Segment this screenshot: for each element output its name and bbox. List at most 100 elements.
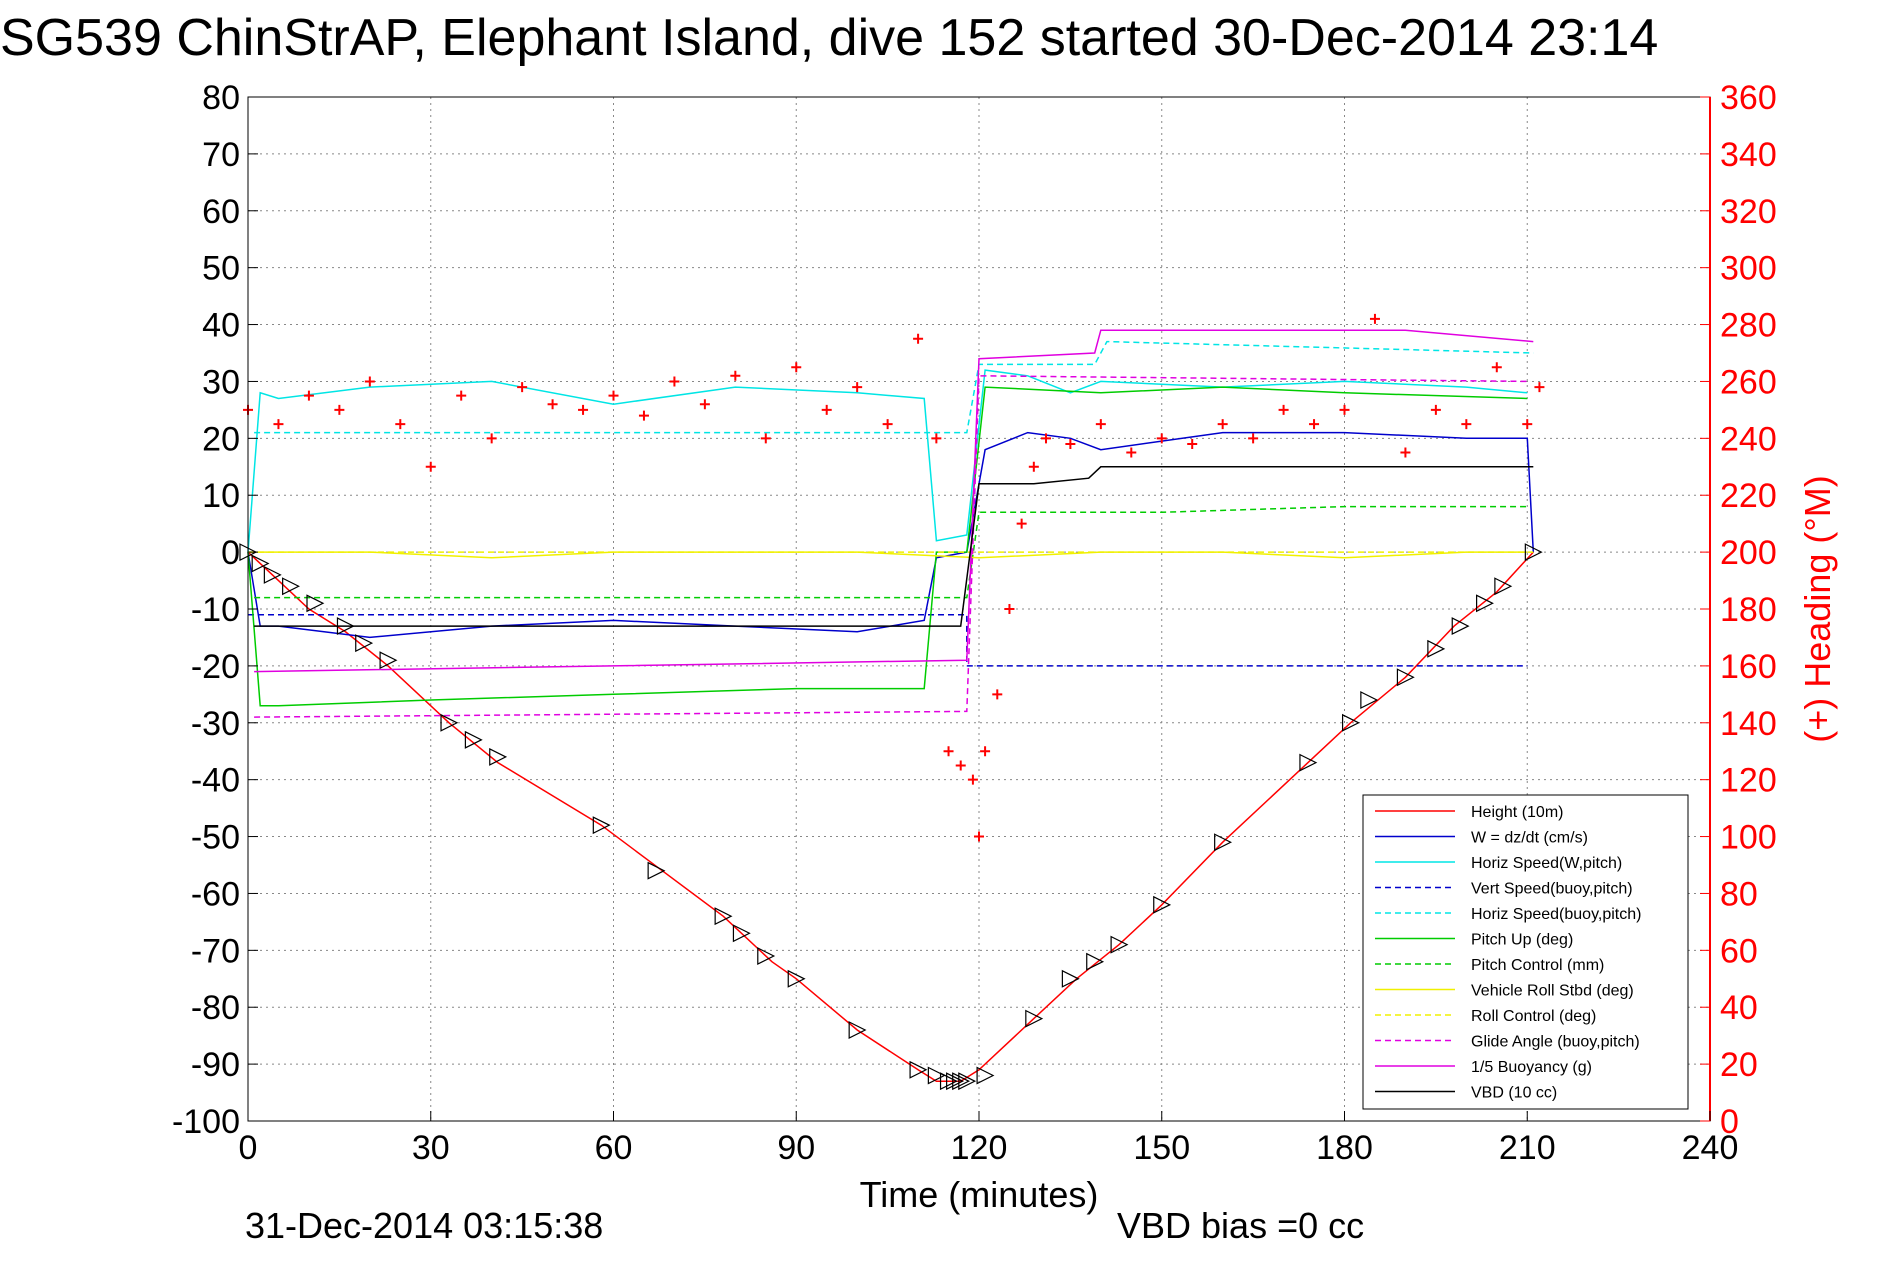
y-tick-label: 40	[202, 307, 240, 345]
heading-point	[486, 433, 497, 444]
depth-marker	[355, 634, 374, 653]
x-tick-label: 240	[1682, 1129, 1739, 1167]
y-tick-label: -20	[191, 648, 240, 686]
depth-marker	[306, 594, 325, 613]
y-tick-label: -90	[191, 1046, 240, 1084]
depth-marker	[787, 969, 806, 988]
y-axis-right-label: (+) Heading (°M)	[1797, 475, 1838, 742]
footer-timestamp: 31-Dec-2014 03:15:38	[245, 1205, 603, 1246]
y-right-tick-label: 340	[1720, 136, 1777, 174]
heading-point	[1187, 439, 1198, 450]
depth-marker	[1214, 833, 1233, 852]
x-axis-label: Time (minutes)	[860, 1174, 1099, 1215]
heading-point	[1065, 439, 1076, 450]
x-tick-label: 180	[1316, 1129, 1373, 1167]
depth-marker	[1494, 577, 1513, 596]
heading-point	[974, 831, 984, 842]
heading-point	[608, 390, 619, 401]
heading-point	[303, 390, 314, 401]
depth-marker	[757, 947, 776, 965]
depth-marker	[939, 1072, 958, 1091]
depth-marker	[263, 565, 282, 584]
heading-point	[699, 399, 710, 410]
depth-marker	[1451, 617, 1470, 636]
heading-point	[334, 404, 345, 415]
depth-marker	[952, 1072, 971, 1091]
depth-marker	[1153, 895, 1172, 914]
y-tick-label: -30	[191, 705, 240, 743]
y-right-tick-label: 60	[1720, 932, 1758, 970]
heading-point	[273, 419, 284, 430]
depth-marker	[282, 577, 300, 596]
depth-marker	[1299, 753, 1318, 772]
series-line	[254, 329, 1534, 673]
y-tick-label: 50	[202, 250, 240, 288]
y-right-tick-label: 160	[1720, 648, 1777, 686]
heading-point	[425, 461, 436, 472]
series-line	[254, 375, 1528, 718]
heading-point	[517, 382, 528, 393]
heading-point	[821, 404, 832, 415]
depth-marker	[1341, 713, 1360, 732]
heading-point	[1156, 433, 1167, 444]
legend-entry-label: Vert Speed(buoy,pitch)	[1471, 881, 1633, 898]
heading-point	[1400, 447, 1411, 458]
depth-marker	[1110, 935, 1129, 954]
heading-point	[730, 370, 741, 381]
y-tick-label: -40	[191, 762, 240, 800]
depth-marker	[251, 554, 270, 573]
heading-point	[547, 399, 558, 410]
y-tick-label: 70	[202, 136, 240, 174]
heading-point	[395, 419, 406, 430]
x-tick-label: 210	[1499, 1129, 1556, 1167]
heading-point	[1522, 419, 1533, 430]
heading-point	[1028, 461, 1039, 472]
depth-marker	[1086, 952, 1105, 971]
heading-point	[1016, 518, 1027, 529]
depth-marker	[927, 1066, 946, 1085]
heading-point	[791, 362, 802, 373]
heading-point	[992, 689, 1003, 700]
y-tick-label: -70	[191, 932, 240, 970]
series-line	[247, 431, 1535, 639]
x-tick-label: 150	[1133, 1129, 1190, 1167]
depth-marker	[464, 730, 483, 749]
y-tick-label: 30	[202, 363, 240, 401]
legend-entry-label: Vehicle Roll Stbd (deg)	[1471, 983, 1634, 1000]
x-axis: 0 30 60 90 120 150 180 210 240	[239, 1111, 1739, 1167]
heading-point	[578, 404, 589, 415]
heading-point	[456, 390, 467, 401]
heading-point	[943, 746, 954, 757]
heading-point	[967, 774, 978, 785]
heading-point	[1534, 382, 1545, 393]
heading-point	[852, 382, 863, 393]
x-tick-label: 60	[595, 1129, 633, 1167]
heading-point	[931, 433, 942, 444]
depth-marker	[909, 1060, 928, 1079]
heading-point	[760, 433, 771, 444]
heading-point	[1126, 447, 1137, 458]
x-tick-label: 30	[412, 1129, 450, 1167]
y-right-tick-label: 360	[1720, 79, 1777, 117]
depth-marker	[336, 617, 355, 636]
plot-content	[239, 313, 1545, 1091]
series-line	[247, 551, 1534, 1082]
depth-marker	[1476, 594, 1494, 613]
footer-vbd-bias: VBD bias =0 cc	[1117, 1205, 1364, 1246]
depth-marker	[1524, 543, 1543, 562]
heading-point	[913, 333, 924, 344]
x-tick-label: 0	[239, 1129, 258, 1167]
y-right-tick-label: 220	[1720, 477, 1777, 515]
x-tick-label: 90	[777, 1129, 815, 1167]
y-right-tick-label: 20	[1720, 1046, 1758, 1084]
depth-marker	[848, 1021, 867, 1039]
legend-entry-label: Glide Angle (buoy,pitch)	[1471, 1034, 1640, 1051]
heading-markers	[243, 313, 1545, 842]
y-right-tick-label: 280	[1720, 307, 1777, 345]
heading-point	[1461, 419, 1472, 430]
series-line	[254, 466, 1534, 627]
y-right-tick-label: 40	[1720, 989, 1758, 1027]
depth-marker	[1025, 1009, 1044, 1028]
depth-marker	[1061, 969, 1080, 988]
